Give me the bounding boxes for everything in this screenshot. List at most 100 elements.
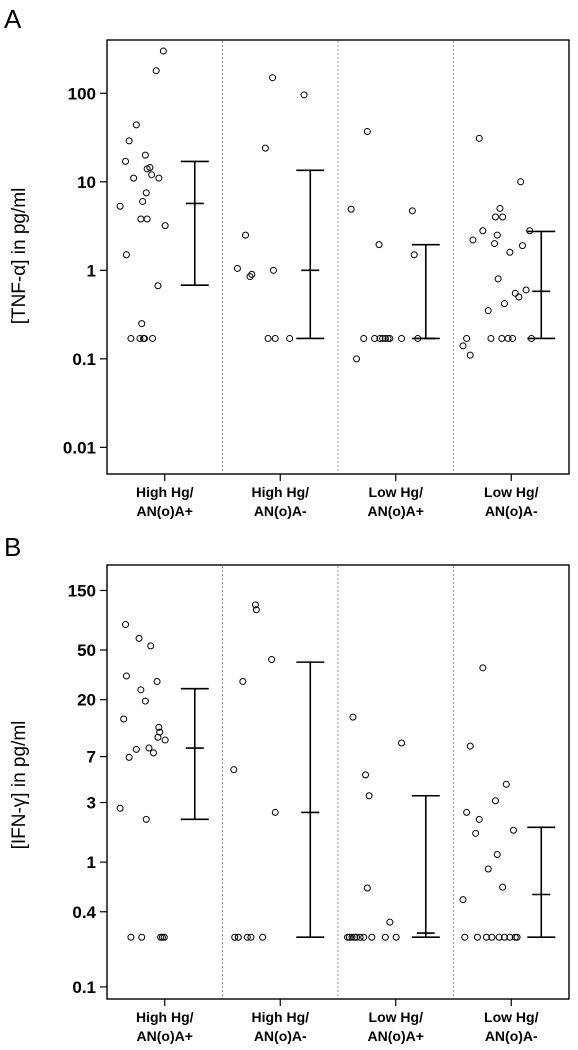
panel-a-data-point <box>269 266 277 274</box>
panel-b-data-point <box>381 933 389 941</box>
panel-b-y-tick-label: 50 <box>77 641 96 660</box>
panel-a-data-point <box>161 222 169 230</box>
panel-b-data-point <box>234 933 242 941</box>
panel-a-data-point <box>300 91 308 99</box>
panel-a-data-point <box>146 164 154 172</box>
panel-b-data-point <box>482 933 490 941</box>
panel-b-data-point <box>345 933 353 941</box>
panel-b-data-point <box>120 715 128 723</box>
panel-a-plot-frame <box>106 39 570 475</box>
panel-a-data-point <box>375 241 383 249</box>
panel-b-data-point <box>509 826 517 834</box>
panel-b-data-point <box>502 780 510 788</box>
panel-b-data-point <box>153 677 161 685</box>
panel-a-data-point <box>139 197 147 205</box>
panel-a-category-label-line1: High Hg/ <box>251 484 309 500</box>
panel-a-data-point <box>511 289 519 297</box>
panel-b-data-point <box>149 749 157 757</box>
panel-b-data-point <box>365 792 373 800</box>
panel-b-data-point <box>125 753 133 761</box>
panel-b-data-point <box>356 933 364 941</box>
panel-b-data-point <box>138 933 146 941</box>
panel-a-y-tick-label: 0.1 <box>72 350 96 369</box>
panel-a-data-point <box>466 351 474 359</box>
panel-b-category-label-line1: High Hg/ <box>251 1009 309 1025</box>
panel-a-data-point <box>269 74 277 82</box>
panel-a-data-point <box>408 207 416 215</box>
panel-b-category-label-line2: AN(o)A- <box>254 1028 307 1044</box>
panel-b-data-point <box>239 677 247 685</box>
panel-a-category-label-line1: Low Hg/ <box>369 484 424 500</box>
panel-b-data-point <box>122 672 130 680</box>
panel-a-category-label-line2: AN(o)A+ <box>368 503 424 519</box>
panel-a-data-point <box>136 334 144 342</box>
panel-a-data-point <box>360 334 368 342</box>
panel-a-y-tick-label: 1 <box>87 261 96 280</box>
panel-b-data-point <box>122 621 130 629</box>
panel-b-data-point <box>348 933 356 941</box>
panel-a-data-point <box>132 121 140 129</box>
panel-a-data-point <box>522 286 530 294</box>
panel-b-data-point <box>247 933 255 941</box>
panel-b-data-point <box>392 933 400 941</box>
panel-a-data-point <box>246 273 254 281</box>
panel-a-data-point <box>487 334 495 342</box>
panel-b-data-point <box>141 697 149 705</box>
panel-b-data-point <box>479 664 487 672</box>
panel-a-data-point <box>141 151 149 159</box>
panel-a-category-label-line1: High Hg/ <box>136 484 194 500</box>
panel-a-category-label-line2: AN(o)A- <box>485 503 538 519</box>
panel-b-plot-frame <box>106 564 570 1000</box>
panel-a-data-point <box>518 242 526 250</box>
panel-b-data-point <box>160 933 168 941</box>
panel-b-data-point <box>268 655 276 663</box>
panel-b-data-point <box>362 771 370 779</box>
panel-a-data-point <box>154 282 162 290</box>
panel-a-data-point <box>491 213 499 221</box>
panel-b: B [IFN-γ] in pg/ml 0.1 0.4 1 3 7 20 50 150 High … <box>4 532 570 1044</box>
panel-b-data-point <box>499 883 507 891</box>
panel-b-data-point <box>506 933 514 941</box>
panel-a-data-point <box>463 334 471 342</box>
panel-b-data-point <box>251 601 259 609</box>
panel-b-plot-marks: 0.1 0.4 1 3 7 20 50 150 High Hg/AN(o)A+ High Hg/A… <box>68 566 556 1044</box>
panel-a-data-point <box>130 174 138 182</box>
panel-a-data-point <box>498 334 506 342</box>
panel-a-category-label-line2: AN(o)A- <box>254 503 307 519</box>
panel-b-y-axis-label: [IFN-γ] in pg/ml <box>9 721 30 850</box>
panel-a-data-point <box>127 334 135 342</box>
panel-b-category-label-line2: AN(o)A+ <box>137 1028 193 1044</box>
panel-b-letter: B <box>4 532 21 562</box>
panel-b-data-point <box>116 804 124 812</box>
panel-a-data-point <box>506 248 514 256</box>
panel-a-data-point <box>233 264 241 272</box>
panel-a-y-tick-label: 0.01 <box>63 438 96 457</box>
panel-b-y-tick-label: 7 <box>87 748 96 767</box>
panel-b-data-point <box>155 723 163 731</box>
panel-a-data-point <box>386 334 394 342</box>
panel-b-data-point <box>135 634 143 642</box>
panel-a-data-point <box>286 334 294 342</box>
panel-a-data-point <box>509 334 517 342</box>
panel-b-data-point <box>484 865 492 873</box>
panel-a-letter: A <box>4 4 22 34</box>
panel-a-data-point <box>376 334 384 342</box>
panel-a-data-point <box>381 334 389 342</box>
panel-b-data-point <box>398 739 406 747</box>
panel-a-data-point <box>504 334 512 342</box>
panel-b-category-label-line2: AN(o)A- <box>485 1028 538 1044</box>
panel-b-data-point <box>475 815 483 823</box>
panel-b-data-point <box>491 797 499 805</box>
panel-b-data-point <box>463 808 471 816</box>
panel-b-data-point <box>500 933 508 941</box>
panel-a: A [TNF-α] in pg/ml 0.01 0.1 1 10 100 High Hg/… <box>4 4 570 519</box>
panel-b-y-tick-label: 1 <box>87 853 96 872</box>
panel-b-y-tick-label: 20 <box>77 691 96 710</box>
panel-a-y-tick-label: 100 <box>68 84 96 103</box>
panel-a-data-point <box>149 334 157 342</box>
panel-a-data-point <box>159 47 167 55</box>
panel-a-data-point <box>142 189 150 197</box>
panel-a-y-tick-label: 10 <box>77 173 96 192</box>
panel-b-data-point <box>513 933 521 941</box>
panel-a-data-point <box>271 334 279 342</box>
